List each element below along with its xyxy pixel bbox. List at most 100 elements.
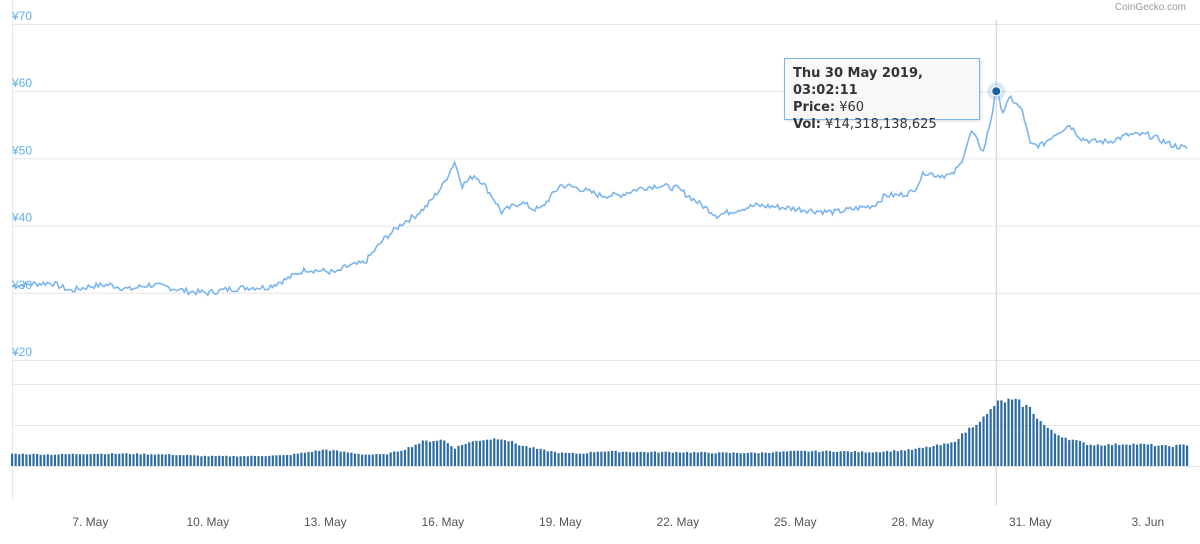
volume-bar bbox=[214, 456, 217, 466]
volume-bar bbox=[782, 451, 785, 466]
volume-bar bbox=[686, 451, 689, 466]
volume-bar bbox=[1118, 445, 1121, 466]
volume-bar bbox=[689, 452, 692, 466]
x-tick-label: 3. Jun bbox=[1131, 515, 1164, 529]
volume-bar bbox=[843, 451, 846, 466]
volume-bar bbox=[64, 454, 67, 466]
volume-bar bbox=[1025, 404, 1028, 466]
volume-bar bbox=[600, 451, 603, 466]
volume-bar bbox=[786, 451, 789, 466]
x-tick-label: 7. May bbox=[72, 515, 108, 529]
volume-bar bbox=[939, 445, 942, 466]
volume-bar bbox=[1111, 445, 1114, 466]
volume-bar bbox=[286, 455, 289, 466]
volume-bar bbox=[457, 445, 460, 466]
x-tick-label: 16. May bbox=[421, 515, 464, 529]
volume-bar bbox=[1028, 406, 1032, 466]
volume-bar bbox=[28, 454, 32, 466]
volume-bar bbox=[1014, 398, 1017, 466]
volume-bar bbox=[1139, 443, 1142, 466]
volume-bar bbox=[1089, 444, 1092, 466]
volume-bar bbox=[43, 454, 46, 466]
volume-bar bbox=[211, 455, 214, 466]
highlight-marker[interactable] bbox=[991, 86, 1002, 97]
volume-bar bbox=[511, 440, 514, 466]
volume-bar bbox=[553, 451, 557, 466]
volume-bar bbox=[1057, 435, 1060, 466]
y-tick-label: ¥20 bbox=[11, 345, 32, 359]
volume-bar bbox=[425, 440, 428, 466]
credit-link[interactable]: CoinGecko.com bbox=[1114, 2, 1186, 13]
volume-bar bbox=[811, 451, 814, 466]
volume-bar bbox=[71, 453, 74, 466]
volume-bar bbox=[168, 454, 171, 466]
volume-bar bbox=[343, 451, 346, 466]
volume-bar bbox=[339, 451, 342, 466]
volume-bar bbox=[203, 455, 207, 466]
volume-bar bbox=[736, 452, 739, 466]
volume-bar bbox=[750, 452, 753, 466]
volume-bar bbox=[661, 451, 664, 466]
volume-bar bbox=[53, 454, 57, 466]
volume-bar bbox=[871, 452, 874, 466]
volume-bar bbox=[978, 421, 982, 466]
volume-bar bbox=[1168, 446, 1171, 466]
volume-bar bbox=[1078, 440, 1082, 466]
volume-bar bbox=[943, 443, 946, 466]
volume-bar bbox=[468, 442, 471, 466]
volume-bar bbox=[118, 453, 121, 466]
volume-bar bbox=[550, 451, 553, 466]
volume-bar bbox=[639, 451, 642, 466]
volume-bar bbox=[103, 454, 107, 466]
tooltip-vol-row: Vol: ¥14,318,138,625 bbox=[793, 116, 971, 133]
volume-bar bbox=[1161, 445, 1164, 466]
volume-bar bbox=[182, 455, 185, 466]
volume-bar bbox=[121, 453, 124, 466]
volume-bar bbox=[207, 456, 210, 466]
y-tick-label: ¥40 bbox=[11, 211, 32, 225]
volume-bar bbox=[189, 455, 192, 466]
volume-bar bbox=[543, 449, 546, 466]
volume-bar bbox=[1039, 421, 1042, 466]
volume-bar bbox=[1071, 439, 1074, 466]
volume-bar bbox=[632, 452, 635, 466]
volume-bar bbox=[618, 452, 621, 466]
volume-bar bbox=[789, 450, 792, 466]
volume-bar bbox=[739, 453, 742, 466]
volume-bar bbox=[250, 455, 253, 466]
tooltip-price-row: Price: ¥60 bbox=[793, 99, 971, 116]
volume-bar bbox=[911, 449, 914, 466]
volume-bar bbox=[289, 455, 292, 466]
volume-bar bbox=[846, 451, 849, 466]
volume-bar bbox=[907, 449, 910, 466]
volume-bar bbox=[268, 455, 271, 466]
volume-bar bbox=[903, 450, 907, 466]
volume-bar bbox=[453, 448, 457, 466]
volume-bar bbox=[950, 442, 953, 466]
volume-bar bbox=[1178, 444, 1182, 466]
volume-bar bbox=[986, 414, 989, 466]
volume-bar bbox=[303, 452, 307, 466]
volume-bar bbox=[521, 445, 524, 466]
volume-bar bbox=[228, 456, 232, 466]
volume-bar bbox=[96, 453, 99, 466]
volume-bars bbox=[11, 398, 1189, 466]
volume-bar bbox=[503, 440, 507, 466]
volume-bar bbox=[218, 455, 221, 466]
volume-bar bbox=[1103, 445, 1107, 466]
volume-bar bbox=[1007, 398, 1010, 466]
x-tick-label: 25. May bbox=[774, 515, 817, 529]
volume-bar bbox=[889, 451, 892, 466]
volume-bar bbox=[718, 452, 721, 466]
volume-bar bbox=[1000, 400, 1003, 466]
volume-bar bbox=[893, 450, 896, 466]
volume-bar bbox=[418, 443, 421, 466]
volume-bar bbox=[1150, 443, 1153, 466]
volume-bar bbox=[1003, 402, 1007, 466]
volume-bar bbox=[428, 441, 432, 466]
volume-bar bbox=[378, 454, 382, 466]
volume-bar bbox=[328, 450, 332, 466]
volume-bar bbox=[336, 450, 339, 466]
volume-bar bbox=[725, 452, 728, 466]
